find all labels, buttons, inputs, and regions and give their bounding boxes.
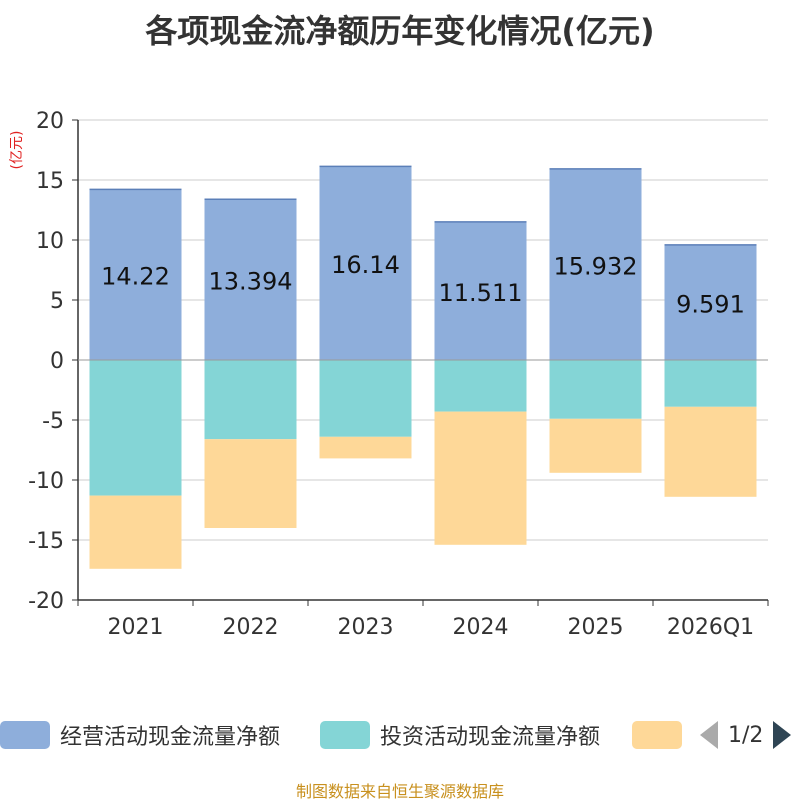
bar-segment: [89, 360, 182, 496]
y-tick-label: -5: [42, 409, 64, 434]
bar-segment: [664, 244, 757, 360]
legend-label-operating: 经营活动现金流量净额: [60, 725, 281, 750]
data-label: 14.22: [101, 263, 170, 291]
legend-label-investing: 投资活动现金流量净额: [380, 725, 601, 750]
bar-segment: [549, 418, 642, 473]
bar-segment: [664, 406, 757, 497]
bar-segment: [319, 436, 412, 459]
y-tick-label: 10: [36, 229, 64, 254]
y-tick-label: 0: [50, 349, 64, 374]
legend-item-operating[interactable]: 经营活动现金流量净额: [0, 720, 280, 750]
x-tick-label: 2026Q1: [667, 615, 754, 640]
x-tick-label: 2021: [108, 615, 164, 640]
y-tick-label: -15: [28, 529, 64, 554]
data-label: 11.511: [439, 279, 523, 307]
bar-chart: 20 15 10 5 0 -5 -10 -15 -20 14.22 2021 13.394 2022 16…: [28, 109, 769, 640]
legend-swatch-financing: [632, 721, 682, 749]
prev-page-icon[interactable]: [700, 721, 718, 749]
bar-segment: [664, 360, 757, 407]
y-tick-label: -10: [28, 469, 64, 494]
data-source-note: 制图数据来自恒生聚源数据库: [295, 782, 504, 801]
bar-segment: [89, 189, 182, 360]
data-label: 13.394: [209, 268, 293, 296]
y-tick-label: 15: [36, 169, 64, 194]
x-tick-label: 2025: [568, 615, 624, 640]
legend-swatch-operating: [0, 721, 50, 749]
chart-title: 各项现金流净额历年变化情况(亿元): [145, 12, 655, 50]
bar-segment: [319, 166, 412, 360]
bar-segment: [549, 168, 642, 360]
bar-segment: [89, 495, 182, 569]
y-tick-label: 20: [36, 109, 64, 134]
y-tick-label: 5: [50, 289, 64, 314]
bar-segment: [319, 360, 412, 437]
data-label: 15.932: [554, 252, 638, 280]
x-tick-label: 2022: [223, 615, 279, 640]
x-tick-label: 2023: [338, 615, 394, 640]
y-tick-label: -20: [28, 589, 64, 614]
x-tick-label: 2024: [453, 615, 509, 640]
data-label: 16.14: [331, 251, 400, 279]
bar-segment: [204, 360, 297, 440]
next-page-icon[interactable]: [773, 721, 792, 749]
bar-segment: [434, 360, 527, 412]
legend-pager: 1/2: [700, 720, 792, 750]
data-label: 9.591: [676, 290, 745, 318]
legend-page-indicator: 1/2: [728, 722, 764, 748]
bar-segment: [204, 439, 297, 528]
legend-swatch-investing: [320, 721, 370, 749]
bar-segment: [549, 360, 642, 419]
bar-segment: [204, 199, 297, 360]
legend-item-investing[interactable]: 投资活动现金流量净额: [320, 720, 600, 750]
legend: 经营活动现金流量净额 投资活动现金流量净额 1/2: [0, 716, 800, 756]
bar-segment: [434, 411, 527, 545]
bar-segment: [434, 221, 527, 360]
legend-item-financing[interactable]: [632, 720, 682, 750]
